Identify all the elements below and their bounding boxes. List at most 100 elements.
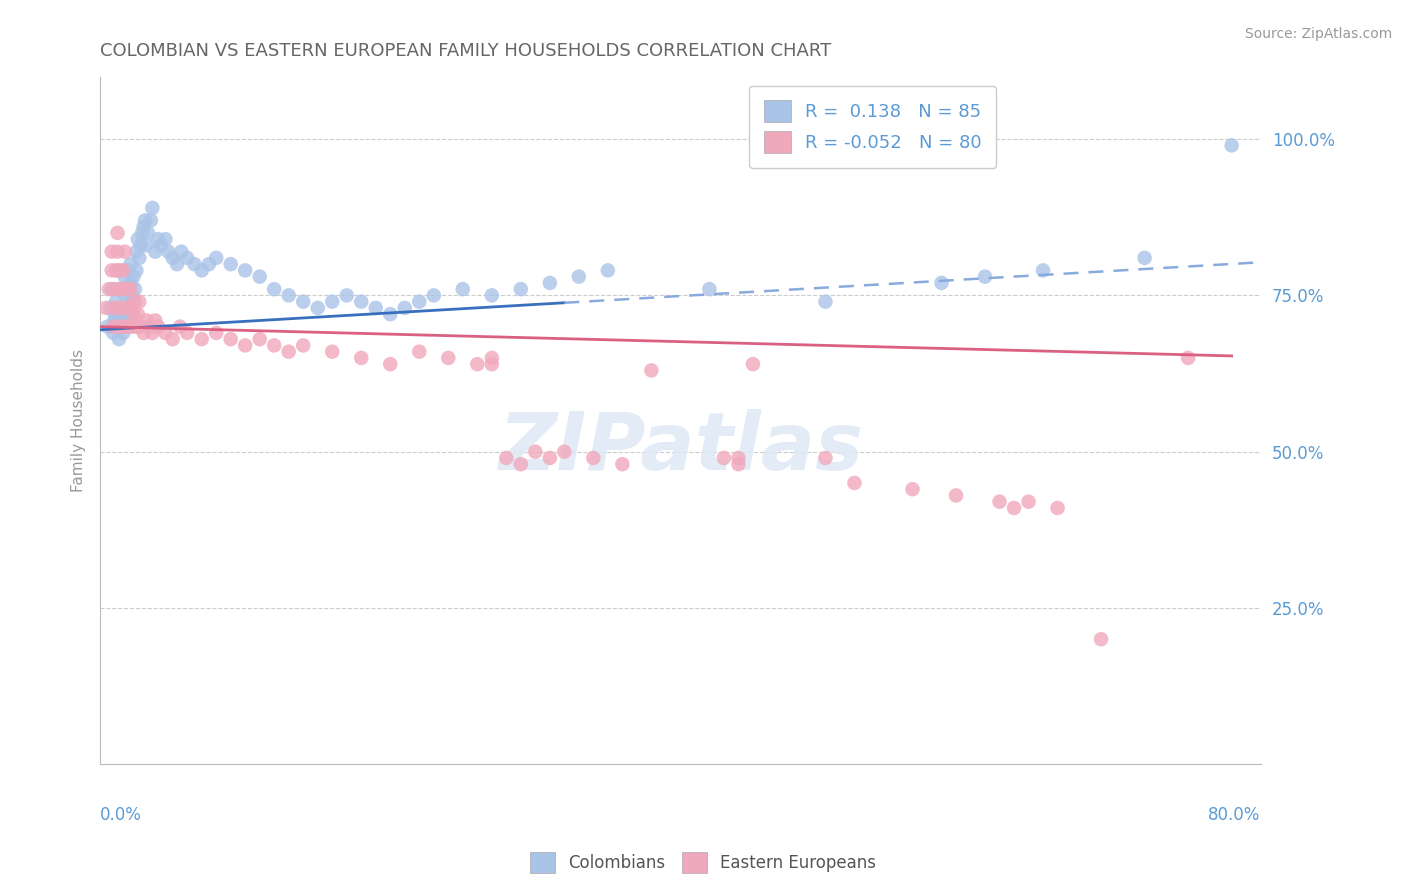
- Point: [176, 251, 198, 265]
- Point: [321, 294, 343, 309]
- Point: [141, 201, 163, 215]
- Point: [104, 301, 127, 315]
- Legend: R =  0.138   N = 85, R = -0.052   N = 80: R = 0.138 N = 85, R = -0.052 N = 80: [749, 86, 997, 168]
- Point: [108, 313, 131, 327]
- Point: [105, 294, 128, 309]
- Point: [112, 326, 135, 340]
- Point: [277, 288, 299, 302]
- Point: [110, 282, 132, 296]
- Point: [112, 263, 135, 277]
- Point: [538, 276, 561, 290]
- Point: [127, 307, 149, 321]
- Point: [128, 251, 150, 265]
- Point: [117, 282, 139, 296]
- Point: [162, 332, 184, 346]
- Y-axis label: Family Households: Family Households: [72, 349, 86, 491]
- Point: [844, 475, 866, 490]
- Point: [150, 238, 173, 252]
- Point: [114, 288, 136, 302]
- Text: 0.0%: 0.0%: [100, 805, 142, 823]
- Point: [111, 301, 134, 315]
- Point: [107, 244, 129, 259]
- Point: [141, 326, 163, 340]
- Point: [138, 319, 160, 334]
- Point: [120, 276, 142, 290]
- Point: [136, 226, 159, 240]
- Text: Source: ZipAtlas.com: Source: ZipAtlas.com: [1244, 27, 1392, 41]
- Point: [104, 313, 127, 327]
- Point: [128, 294, 150, 309]
- Point: [121, 288, 143, 302]
- Point: [120, 282, 142, 296]
- Point: [104, 307, 127, 321]
- Point: [112, 282, 135, 296]
- Point: [1133, 251, 1156, 265]
- Point: [423, 288, 446, 302]
- Point: [131, 226, 153, 240]
- Point: [742, 357, 765, 371]
- Point: [125, 244, 148, 259]
- Point: [162, 251, 184, 265]
- Point: [121, 307, 143, 321]
- Point: [183, 257, 205, 271]
- Point: [111, 319, 134, 334]
- Point: [364, 301, 387, 315]
- Point: [974, 269, 997, 284]
- Point: [509, 457, 531, 471]
- Text: COLOMBIAN VS EASTERN EUROPEAN FAMILY HOUSEHOLDS CORRELATION CHART: COLOMBIAN VS EASTERN EUROPEAN FAMILY HOU…: [100, 42, 831, 60]
- Point: [110, 301, 132, 315]
- Point: [169, 319, 191, 334]
- Point: [146, 232, 169, 246]
- Point: [155, 232, 177, 246]
- Point: [380, 307, 402, 321]
- Point: [117, 282, 139, 296]
- Point: [1220, 138, 1243, 153]
- Point: [249, 269, 271, 284]
- Point: [263, 338, 285, 352]
- Point: [233, 263, 256, 277]
- Point: [143, 244, 166, 259]
- Point: [465, 357, 488, 371]
- Text: 80.0%: 80.0%: [1208, 805, 1261, 823]
- Point: [107, 282, 129, 296]
- Point: [814, 294, 837, 309]
- Point: [96, 319, 118, 334]
- Point: [122, 307, 145, 321]
- Point: [198, 257, 221, 271]
- Point: [100, 263, 122, 277]
- Point: [114, 269, 136, 284]
- Point: [538, 450, 561, 465]
- Text: ZIPatlas: ZIPatlas: [498, 409, 863, 487]
- Point: [713, 450, 735, 465]
- Point: [115, 301, 138, 315]
- Point: [568, 269, 591, 284]
- Point: [219, 257, 242, 271]
- Point: [451, 282, 474, 296]
- Point: [219, 332, 242, 346]
- Point: [166, 257, 188, 271]
- Point: [110, 282, 132, 296]
- Point: [931, 276, 953, 290]
- Point: [118, 294, 141, 309]
- Point: [727, 457, 749, 471]
- Point: [292, 338, 315, 352]
- Point: [1002, 500, 1025, 515]
- Point: [205, 326, 228, 340]
- Point: [524, 444, 547, 458]
- Point: [495, 450, 517, 465]
- Point: [103, 319, 125, 334]
- Point: [509, 282, 531, 296]
- Point: [100, 244, 122, 259]
- Point: [118, 313, 141, 327]
- Point: [190, 332, 212, 346]
- Point: [945, 488, 967, 502]
- Point: [104, 282, 127, 296]
- Point: [321, 344, 343, 359]
- Point: [437, 351, 460, 365]
- Point: [233, 338, 256, 352]
- Legend: Colombians, Eastern Europeans: Colombians, Eastern Europeans: [523, 846, 883, 880]
- Point: [110, 263, 132, 277]
- Point: [111, 301, 134, 315]
- Point: [134, 213, 156, 227]
- Point: [139, 213, 162, 227]
